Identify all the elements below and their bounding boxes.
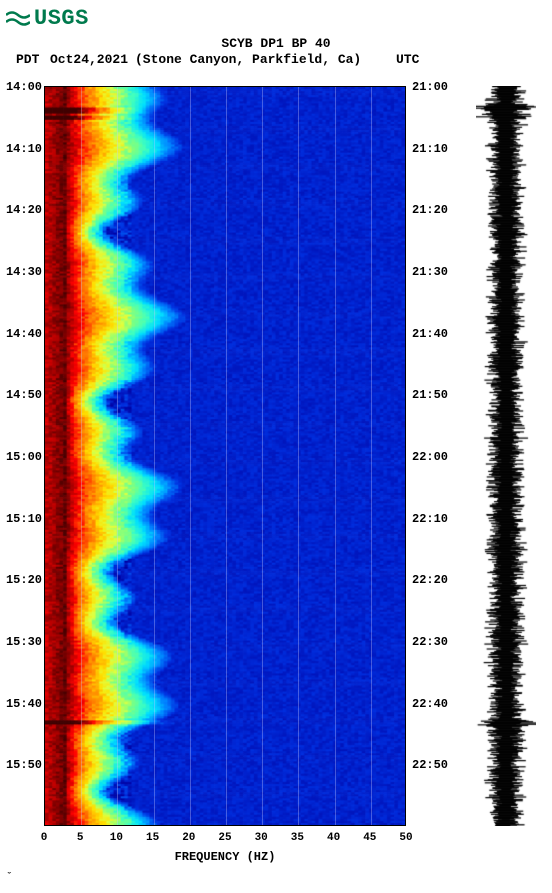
waveform-canvas: [476, 86, 536, 826]
y-right-tick: 22:30: [412, 635, 448, 649]
gridline: [81, 87, 82, 825]
x-axis-label: FREQUENCY (HZ): [44, 850, 406, 864]
chart-title: SCYB DP1 BP 40: [0, 36, 552, 51]
x-tick: 40: [327, 832, 340, 844]
y-left-tick: 14:40: [2, 327, 42, 341]
y-left-tick: 15:30: [2, 635, 42, 649]
x-tick: 30: [255, 832, 268, 844]
y-right-tick: 21:10: [412, 142, 448, 156]
y-left-tick: 14:20: [2, 203, 42, 217]
y-right-tick: 21:30: [412, 265, 448, 279]
utc-label: UTC: [396, 52, 419, 67]
y-right-tick: 22:00: [412, 450, 448, 464]
usgs-logo-text: USGS: [34, 6, 89, 31]
gridline: [117, 87, 118, 825]
y-right-tick: 22:10: [412, 512, 448, 526]
footer-caret: ˇ: [6, 872, 13, 884]
y-left-tick: 15:40: [2, 697, 42, 711]
x-tick: 0: [41, 832, 48, 844]
gridline: [154, 87, 155, 825]
x-tick: 50: [399, 832, 412, 844]
x-tick: 5: [77, 832, 84, 844]
y-right-tick: 21:40: [412, 327, 448, 341]
gridline: [371, 87, 372, 825]
waveform-panel: [476, 86, 536, 826]
location-label: (Stone Canyon, Parkfield, Ca): [135, 52, 361, 67]
y-right-tick: 21:50: [412, 388, 448, 402]
gridline: [226, 87, 227, 825]
x-tick: 25: [218, 832, 231, 844]
y-left-tick: 14:50: [2, 388, 42, 402]
y-left-tick: 15:20: [2, 573, 42, 587]
y-left-tick: 14:10: [2, 142, 42, 156]
y-right-tick: 21:20: [412, 203, 448, 217]
y-right-tick: 22:20: [412, 573, 448, 587]
y-left-tick: 14:00: [2, 80, 42, 94]
spectrogram-plot: [44, 86, 406, 826]
x-tick: 35: [291, 832, 304, 844]
usgs-wave-icon: [6, 8, 30, 30]
date-label: Oct24,2021: [50, 52, 128, 67]
gridline: [298, 87, 299, 825]
x-tick: 15: [146, 832, 159, 844]
y-left-tick: 15:00: [2, 450, 42, 464]
y-right-tick: 22:40: [412, 697, 448, 711]
y-left-tick: 15:10: [2, 512, 42, 526]
y-left-tick: 14:30: [2, 265, 42, 279]
x-tick: 10: [110, 832, 123, 844]
gridline: [190, 87, 191, 825]
spectrogram-canvas: [45, 87, 405, 825]
gridline: [262, 87, 263, 825]
y-right-tick: 21:00: [412, 80, 448, 94]
x-tick: 20: [182, 832, 195, 844]
pdt-label: PDT: [16, 52, 39, 67]
y-left-tick: 15:50: [2, 758, 42, 772]
x-tick: 45: [363, 832, 376, 844]
y-right-tick: 22:50: [412, 758, 448, 772]
gridline: [335, 87, 336, 825]
usgs-logo: USGS: [6, 6, 89, 31]
